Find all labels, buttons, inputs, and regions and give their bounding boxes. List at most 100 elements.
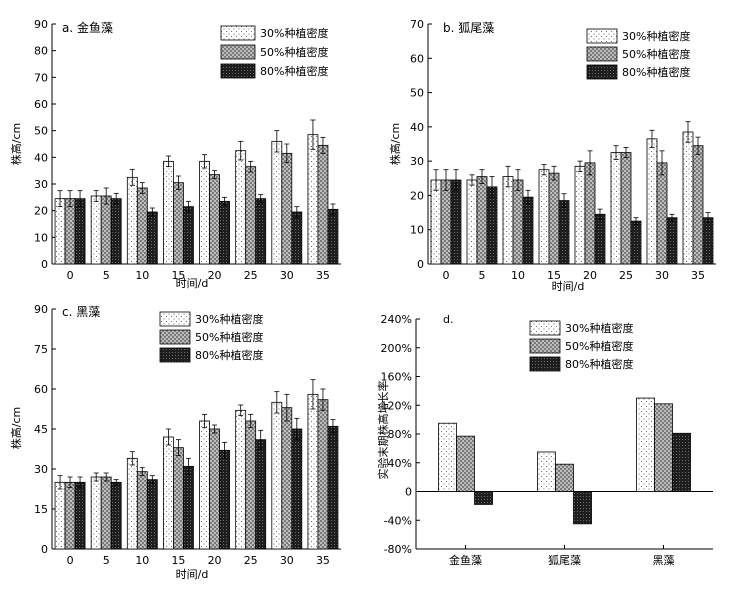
y-tick-label: 240% <box>381 313 412 326</box>
legend-swatch-80 <box>529 356 561 372</box>
y-tick-label: 90 <box>34 303 48 316</box>
panel-a-ylabel: 株高/cm <box>9 123 23 165</box>
bar-50-30 <box>281 407 293 550</box>
bar-50-10 <box>512 179 524 265</box>
y-tick-label: 15 <box>34 503 48 516</box>
panel-b-xlabel: 时间/d <box>552 280 585 293</box>
panel-a: a. 金鱼藻 30%种植密度 50%种植密度 80%种植密度 0 10 20 30 40… <box>9 18 341 290</box>
panel-c-ylabel: 株高/cm <box>9 407 23 449</box>
y-tick-label: -40% <box>384 514 412 527</box>
panel-c-xlabel: 时间/d <box>176 568 209 581</box>
legend-label-80: 80%种植密度 <box>260 64 328 78</box>
bar-80-30 <box>291 211 303 265</box>
x-tick-label: 25 <box>244 269 258 282</box>
bar-50-25 <box>245 420 257 550</box>
y-tick-label: 0 <box>41 258 48 271</box>
bar-50-30 <box>281 152 293 265</box>
bar-50-0 <box>440 179 452 265</box>
legend-label-80: 80%种植密度 <box>195 348 263 362</box>
bar-30-35 <box>307 393 319 550</box>
y-tick-label: 80 <box>34 45 48 58</box>
bar-80-25 <box>255 198 267 265</box>
x-tick-label: 25 <box>244 554 258 567</box>
bar-80-5 <box>110 198 122 265</box>
bar-80-20 <box>219 200 230 265</box>
bar-80-30 <box>291 428 303 550</box>
bar-50-35 <box>317 144 329 265</box>
legend-swatch-30 <box>220 25 256 41</box>
bar-80-0 <box>74 481 86 550</box>
bar-80-金鱼藻 <box>474 491 493 505</box>
y-tick-label: 90 <box>34 18 48 31</box>
bar-50-35 <box>317 399 329 550</box>
x-tick-label: 金鱼藻 <box>449 553 482 567</box>
legend-swatch-80 <box>159 347 191 363</box>
legend-label-30: 30%种植密度 <box>565 321 633 335</box>
legend-label-50: 50%种植密度 <box>260 45 328 59</box>
bar-50-25 <box>620 152 632 265</box>
legend-swatch-30 <box>586 28 618 44</box>
bar-30-0 <box>54 198 66 265</box>
legend-label-30: 30%种植密度 <box>260 26 328 40</box>
bar-30-5 <box>90 476 102 550</box>
y-tick-label: 80% <box>388 428 412 441</box>
x-tick-label: 30 <box>280 269 294 282</box>
x-tick-label: 15 <box>171 554 185 567</box>
bar-50-20 <box>209 174 220 265</box>
bar-80-35 <box>327 425 339 550</box>
bar-30-10 <box>126 457 138 550</box>
bar-30-5 <box>466 179 478 265</box>
bar-30-5 <box>90 195 102 265</box>
x-tick-label: 0 <box>67 554 74 567</box>
bar-30-30 <box>646 138 658 265</box>
y-tick-label: 50 <box>410 87 424 100</box>
y-tick-label: 30 <box>34 178 48 191</box>
y-tick-label: 20 <box>410 189 424 202</box>
bar-80-黑藻 <box>672 432 691 492</box>
legend-swatch-30 <box>159 311 191 327</box>
y-tick-label: 40% <box>388 457 412 470</box>
panel-b-plot: 0 10 20 30 40 50 60 70 0 5 10 15 20 25 30 35 <box>410 18 716 282</box>
legend-swatch-30 <box>529 320 561 336</box>
panel-b-ylabel: 株高/cm <box>388 123 402 165</box>
bar-80-15 <box>183 206 194 265</box>
legend-label-50: 50%种植密度 <box>565 339 633 353</box>
legend-label-30: 30%种植密度 <box>195 312 263 326</box>
x-tick-label: 5 <box>103 269 110 282</box>
x-tick-label: 15 <box>547 269 561 282</box>
bar-30-25 <box>610 152 622 265</box>
x-tick-label: 35 <box>316 554 330 567</box>
bar-50-15 <box>173 447 184 550</box>
y-tick-label: 20 <box>34 205 48 218</box>
x-tick-label: 0 <box>443 269 450 282</box>
bar-30-25 <box>235 150 247 265</box>
panel-d-plot: -80% -40% 0 40% 80% 120% 160% 200% 240% 金鱼藻 狐尾藻 黑藻 <box>381 313 713 567</box>
bar-30-20 <box>199 160 210 265</box>
legend-label-80: 80%种植密度 <box>565 357 633 371</box>
panel-b-title: b. 狐尾藻 <box>443 21 494 35</box>
bar-50-0 <box>64 198 76 265</box>
panel-b-legend: 30%种植密度 50%种植密度 80%种植密度 <box>586 28 690 80</box>
x-tick-label: 黑藻 <box>653 554 675 567</box>
bar-80-10 <box>522 196 534 265</box>
y-tick-label: 40 <box>410 121 424 134</box>
bar-80-10 <box>146 211 158 265</box>
bar-50-金鱼藻 <box>456 435 475 492</box>
legend-swatch-50 <box>220 44 256 60</box>
x-tick-label: 20 <box>208 554 222 567</box>
bar-30-20 <box>574 165 586 265</box>
bar-30-35 <box>682 131 694 265</box>
panel-c-title: c. 黑藻 <box>62 305 100 319</box>
y-tick-label: 0 <box>417 258 424 271</box>
y-tick-label: 70 <box>410 18 424 31</box>
y-tick-label: 60 <box>410 52 424 65</box>
bar-30-25 <box>235 409 247 550</box>
bar-50-0 <box>64 481 76 550</box>
panel-a-legend: 30%种植密度 50%种植密度 80%种植密度 <box>220 25 328 79</box>
panel-d-legend: 30%种植密度 50%种植密度 80%种植密度 <box>529 320 633 372</box>
x-tick-label: 10 <box>511 269 525 282</box>
bar-80-10 <box>146 479 158 550</box>
bar-30-15 <box>538 169 550 265</box>
bar-50-35 <box>692 145 704 265</box>
panel-c-legend: 30%种植密度 50%种植密度 80%种植密度 <box>159 311 263 363</box>
